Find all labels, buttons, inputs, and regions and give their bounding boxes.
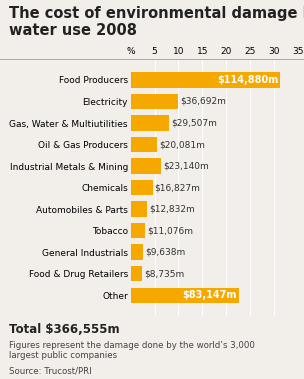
Text: $8,735m: $8,735m bbox=[144, 269, 184, 278]
Bar bbox=[131, 137, 157, 152]
Bar bbox=[131, 223, 145, 238]
Bar bbox=[131, 180, 153, 195]
Bar bbox=[131, 94, 178, 109]
Text: largest public companies: largest public companies bbox=[9, 351, 117, 360]
Text: $83,147m: $83,147m bbox=[183, 290, 237, 300]
Bar bbox=[131, 158, 161, 174]
Text: Figures represent the damage done by the world’s 3,000: Figures represent the damage done by the… bbox=[9, 341, 255, 350]
Text: $12,832m: $12,832m bbox=[149, 205, 195, 214]
Bar bbox=[131, 115, 169, 131]
Text: $20,081m: $20,081m bbox=[159, 140, 205, 149]
Bar bbox=[131, 266, 142, 282]
Text: $23,140m: $23,140m bbox=[163, 161, 209, 171]
Text: $11,076m: $11,076m bbox=[147, 226, 193, 235]
Text: Source: Trucost/PRI: Source: Trucost/PRI bbox=[9, 367, 92, 376]
Bar bbox=[131, 288, 239, 303]
Bar bbox=[131, 201, 147, 217]
Text: Total $366,555m: Total $366,555m bbox=[9, 323, 120, 336]
Bar bbox=[131, 244, 143, 260]
Text: $16,827m: $16,827m bbox=[154, 183, 200, 192]
Bar bbox=[131, 72, 280, 88]
Text: $36,692m: $36,692m bbox=[180, 97, 226, 106]
Text: The cost of environmental damage by
water use 2008: The cost of environmental damage by wate… bbox=[9, 6, 304, 38]
Text: $114,880m: $114,880m bbox=[217, 75, 278, 85]
Text: $29,507m: $29,507m bbox=[171, 119, 217, 127]
Text: $9,638m: $9,638m bbox=[145, 248, 185, 257]
